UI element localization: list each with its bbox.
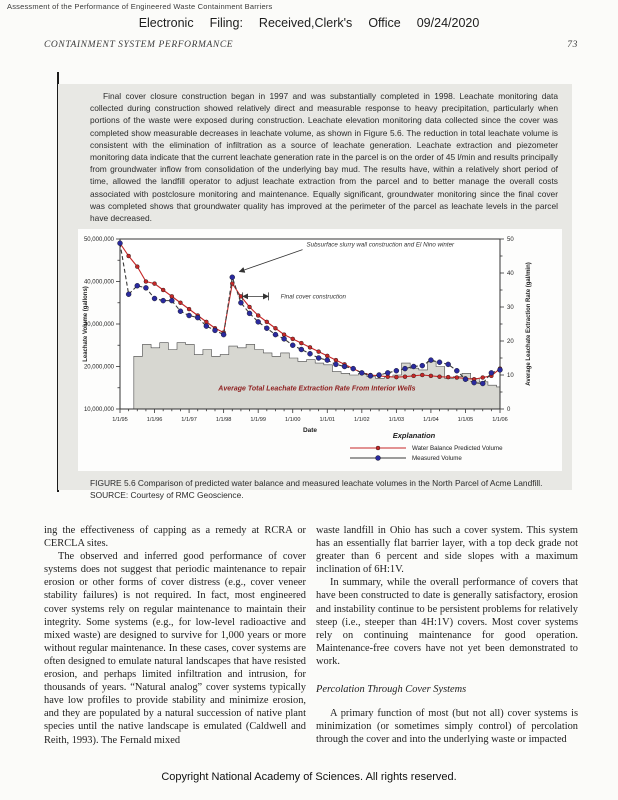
- body-paragraph: The observed and inferred good performan…: [44, 551, 306, 746]
- excerpt-paragraph: Final cover closure construction began i…: [90, 91, 558, 224]
- body-paragraph: ing the effectiveness of capping as a re…: [44, 525, 306, 550]
- svg-text:1/1/02: 1/1/02: [354, 417, 370, 423]
- body-paragraph: A primary function of most (but not all)…: [316, 708, 578, 746]
- page-number: 73: [567, 40, 578, 50]
- figure-caption: FIGURE 5.6 Comparison of predicted water…: [90, 478, 543, 500]
- svg-text:Explanation: Explanation: [393, 431, 436, 440]
- svg-text:Water Balance Predicted Volume: Water Balance Predicted Volume: [412, 445, 503, 452]
- efiling-part: 09/24/2020: [416, 16, 480, 30]
- copyright-footer: Copyright National Academy of Sciences. …: [161, 771, 457, 783]
- svg-text:1/1/05: 1/1/05: [458, 417, 474, 423]
- svg-text:1/1/95: 1/1/95: [112, 417, 128, 423]
- svg-text:0: 0: [507, 407, 511, 413]
- svg-text:Date: Date: [303, 427, 317, 434]
- svg-text:Average Total Leachate Extract: Average Total Leachate Extraction Rate F…: [217, 386, 415, 393]
- svg-text:30: 30: [507, 305, 514, 311]
- efiling-part: Filing:: [209, 16, 243, 30]
- running-header: CONTAINMENT SYSTEM PERFORMANCE 73: [44, 40, 578, 50]
- body-paragraph: waste landfill in Ohio has such a cover …: [316, 525, 578, 576]
- svg-text:1/1/01: 1/1/01: [319, 417, 335, 423]
- svg-text:1/1/97: 1/1/97: [181, 417, 197, 423]
- book-title: Assessment of the Performance of Enginee…: [7, 2, 273, 11]
- svg-text:1/1/04: 1/1/04: [423, 417, 439, 423]
- svg-text:1/1/03: 1/1/03: [389, 417, 405, 423]
- running-head-title: CONTAINMENT SYSTEM PERFORMANCE: [44, 40, 234, 50]
- svg-text:Subsurface slurry wall constru: Subsurface slurry wall construction and …: [307, 242, 455, 249]
- svg-text:Final cover construction: Final cover construction: [281, 294, 347, 301]
- body-paragraph: In summary, while the overall performanc…: [316, 577, 578, 667]
- svg-text:Leachate Volume (gallons): Leachate Volume (gallons): [83, 286, 89, 362]
- svg-text:50: 50: [507, 237, 514, 243]
- svg-text:Average Leachate Extraction Ra: Average Leachate Extraction Rate (gal/mi…: [526, 262, 532, 385]
- efiling-part: Office: [368, 16, 401, 30]
- svg-text:10: 10: [507, 373, 514, 379]
- svg-text:20: 20: [507, 339, 514, 345]
- svg-text:Measured Volume: Measured Volume: [412, 455, 462, 462]
- svg-text:40: 40: [507, 271, 514, 277]
- svg-text:1/1/06: 1/1/06: [492, 417, 508, 423]
- efiling-stamp: Electronic Filing: Received,Clerk's Offi…: [0, 16, 618, 30]
- body-column-left: ing the effectiveness of capping as a re…: [44, 524, 306, 747]
- svg-text:1/1/98: 1/1/98: [216, 417, 232, 423]
- scanned-excerpt-panel: Final cover closure construction began i…: [58, 84, 572, 500]
- body-column-right: waste landfill in Ohio has such a cover …: [316, 524, 578, 746]
- efiling-part: Electronic: [138, 16, 194, 30]
- svg-text:10,000,000: 10,000,000: [84, 407, 115, 413]
- svg-text:50,000,000: 50,000,000: [84, 237, 115, 243]
- svg-text:30,000,000: 30,000,000: [84, 322, 115, 328]
- efiling-part: Received,Clerk's: [258, 16, 353, 30]
- leachate-chart: 10,000,000 20,000,000 30,000,000 40,000,000…: [83, 237, 532, 462]
- svg-text:1/1/00: 1/1/00: [285, 417, 301, 423]
- figure-5-6: 10,000,000 20,000,000 30,000,000 40,000,000…: [78, 229, 562, 472]
- svg-text:20,000,000: 20,000,000: [84, 365, 115, 371]
- svg-text:1/1/99: 1/1/99: [250, 417, 266, 423]
- section-heading: Percolation Through Cover Systems: [316, 684, 467, 696]
- svg-text:1/1/96: 1/1/96: [147, 417, 163, 423]
- svg-text:40,000,000: 40,000,000: [84, 280, 115, 286]
